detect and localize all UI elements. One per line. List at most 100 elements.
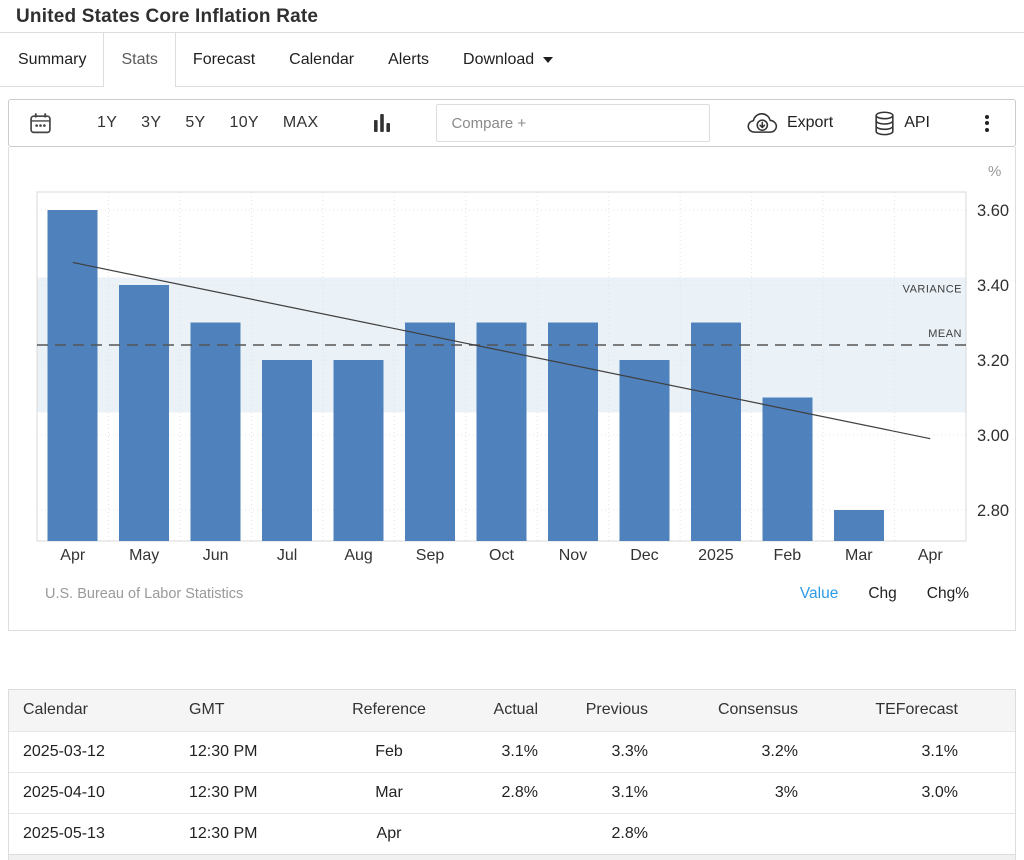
bar-Apr[interactable] bbox=[47, 209, 98, 541]
table-row[interactable]: 2025-04-10 12:30 PM Mar 2.8% 3.1% 3% 3.0% bbox=[9, 772, 1015, 813]
cell-calendar: 2025-05-13 bbox=[23, 824, 105, 842]
cell-gmt: 12:30 PM bbox=[189, 742, 258, 760]
tab-summary[interactable]: Summary bbox=[0, 33, 104, 86]
x-tick-label: Nov bbox=[559, 547, 587, 564]
toggle-chgpct[interactable]: Chg% bbox=[926, 585, 969, 602]
cell-teforecast bbox=[814, 813, 974, 854]
col-header-calendar: Calendar bbox=[23, 701, 88, 719]
y-axis-unit: % bbox=[988, 163, 1001, 180]
inflation-bar-chart: 3.60 3.40 3.20 3.00 2.80% Apr May Jun Jul Aug Sep O… bbox=[36, 163, 1009, 564]
x-tick-label: May bbox=[129, 547, 159, 564]
bar-chart-icon bbox=[374, 113, 391, 132]
toolbar: 1Y 3Y 5Y 10Y MAX Export API bbox=[8, 99, 1016, 147]
bar-Mar[interactable] bbox=[833, 509, 884, 541]
col-header-gmt: GMT bbox=[189, 701, 225, 719]
bar-Jun[interactable] bbox=[190, 322, 241, 541]
export-label: Export bbox=[786, 114, 834, 131]
cell-previous: 3.3% bbox=[611, 742, 648, 760]
table-header-row: Calendar GMT Reference Actual Previous Consen… bbox=[9, 690, 1015, 731]
bar-2025[interactable] bbox=[690, 322, 741, 541]
cell-actual: 2.8% bbox=[501, 783, 538, 801]
cell-actual: 3.1% bbox=[501, 742, 538, 760]
cell-reference: Apr bbox=[376, 824, 402, 842]
chart-type-button[interactable] bbox=[374, 113, 391, 133]
cell-calendar: 2025-03-12 bbox=[23, 742, 105, 760]
cell-calendar: 2025-04-10 bbox=[23, 783, 105, 801]
tab-calendar[interactable]: Calendar bbox=[272, 33, 372, 86]
bar-May[interactable] bbox=[119, 284, 170, 541]
col-header-reference: Reference bbox=[352, 701, 426, 719]
calendar-table-card: Calendar GMT Reference Actual Previous Consen… bbox=[8, 689, 1016, 855]
tab-download[interactable]: Download bbox=[446, 33, 571, 86]
range-selector: 1Y 3Y 5Y 10Y MAX bbox=[97, 114, 318, 132]
chart-footer: U.S. Bureau of Labor Statistics Value Chg… bbox=[9, 572, 1015, 603]
compare-input[interactable] bbox=[436, 104, 710, 142]
x-tick-label: Apr bbox=[60, 547, 86, 564]
cell-gmt: 12:30 PM bbox=[189, 783, 258, 801]
cell-previous: 2.8% bbox=[611, 824, 648, 842]
chart-card: 3.60 3.40 3.20 3.00 2.80% Apr May Jun Jul Aug Sep O… bbox=[8, 147, 1016, 631]
bar-Nov[interactable] bbox=[547, 322, 598, 541]
x-tick-label: Oct bbox=[489, 547, 514, 564]
cell-consensus: 3% bbox=[774, 783, 798, 801]
page-title: United States Core Inflation Rate bbox=[16, 6, 319, 27]
tab-label: Stats bbox=[121, 51, 158, 68]
series-toggles: Value Chg Chg% bbox=[800, 585, 969, 603]
y-tick-label: 3.60 bbox=[977, 202, 1009, 220]
cloud-download-icon bbox=[747, 113, 778, 133]
kebab-icon bbox=[985, 114, 989, 132]
tab-label: Calendar bbox=[289, 50, 355, 68]
tab-forecast[interactable]: Forecast bbox=[175, 33, 273, 86]
api-button[interactable]: API bbox=[874, 110, 930, 136]
bar-Oct[interactable] bbox=[476, 322, 527, 541]
tab-bar: Summary Stats Forecast Calendar Alerts Downlo… bbox=[0, 33, 1024, 87]
col-header-consensus: Consensus bbox=[717, 701, 798, 719]
calendar-icon bbox=[30, 112, 51, 133]
cell-consensus: 3.2% bbox=[761, 742, 798, 760]
date-range-button[interactable] bbox=[29, 112, 52, 135]
title-bar: United States Core Inflation Rate bbox=[0, 0, 1024, 33]
cell-gmt: 12:30 PM bbox=[189, 824, 258, 842]
tab-label: Alerts bbox=[388, 50, 430, 68]
toggle-value[interactable]: Value bbox=[799, 585, 839, 602]
x-tick-label: Aug bbox=[344, 547, 372, 564]
x-tick-label: Jun bbox=[203, 547, 229, 564]
toggle-chg[interactable]: Chg bbox=[868, 585, 897, 602]
x-tick-label: Sep bbox=[416, 547, 445, 564]
bar-Feb[interactable] bbox=[762, 397, 813, 541]
tab-label: Summary bbox=[18, 50, 87, 68]
x-tick-label: Feb bbox=[774, 547, 802, 564]
col-header-previous: Previous bbox=[585, 701, 648, 719]
export-button[interactable]: Export bbox=[747, 112, 833, 134]
cell-consensus bbox=[664, 813, 814, 854]
range-5y[interactable]: 5Y bbox=[185, 114, 206, 131]
cell-teforecast: 3.1% bbox=[921, 742, 958, 760]
mean-label: MEAN bbox=[928, 328, 962, 340]
table-row[interactable]: 2025-03-12 12:30 PM Feb 3.1% 3.3% 3.2% 3.1% bbox=[9, 731, 1015, 772]
y-tick-label: 2.80 bbox=[977, 502, 1009, 520]
bar-Jul[interactable] bbox=[262, 359, 313, 541]
api-label: API bbox=[904, 114, 930, 131]
cell-teforecast: 3.0% bbox=[921, 783, 958, 801]
range-max[interactable]: MAX bbox=[282, 114, 319, 131]
range-3y[interactable]: 3Y bbox=[141, 114, 162, 131]
cell-actual bbox=[454, 813, 554, 854]
y-tick-label: 3.00 bbox=[977, 427, 1009, 445]
col-header-teforecast: TEForecast bbox=[875, 701, 958, 719]
variance-label: VARIANCE bbox=[903, 283, 962, 295]
results-table: Calendar GMT Reference Actual Previous Consen… bbox=[9, 690, 1015, 854]
bar-Aug[interactable] bbox=[333, 359, 384, 541]
tab-label: Forecast bbox=[192, 50, 256, 68]
cell-reference: Feb bbox=[375, 742, 403, 760]
range-10y[interactable]: 10Y bbox=[229, 114, 259, 131]
bar-Dec[interactable] bbox=[619, 359, 670, 541]
range-1y[interactable]: 1Y bbox=[97, 114, 118, 131]
next-section-strip bbox=[8, 855, 1016, 860]
table-row[interactable]: 2025-05-13 12:30 PM Apr 2.8% bbox=[9, 813, 1015, 854]
more-options-button[interactable] bbox=[979, 108, 995, 138]
cell-reference: Mar bbox=[375, 783, 403, 801]
tab-stats[interactable]: Stats bbox=[103, 33, 176, 87]
source-label: U.S. Bureau of Labor Statistics bbox=[45, 586, 244, 602]
bar-Sep[interactable] bbox=[405, 322, 456, 541]
tab-alerts[interactable]: Alerts bbox=[371, 33, 447, 86]
